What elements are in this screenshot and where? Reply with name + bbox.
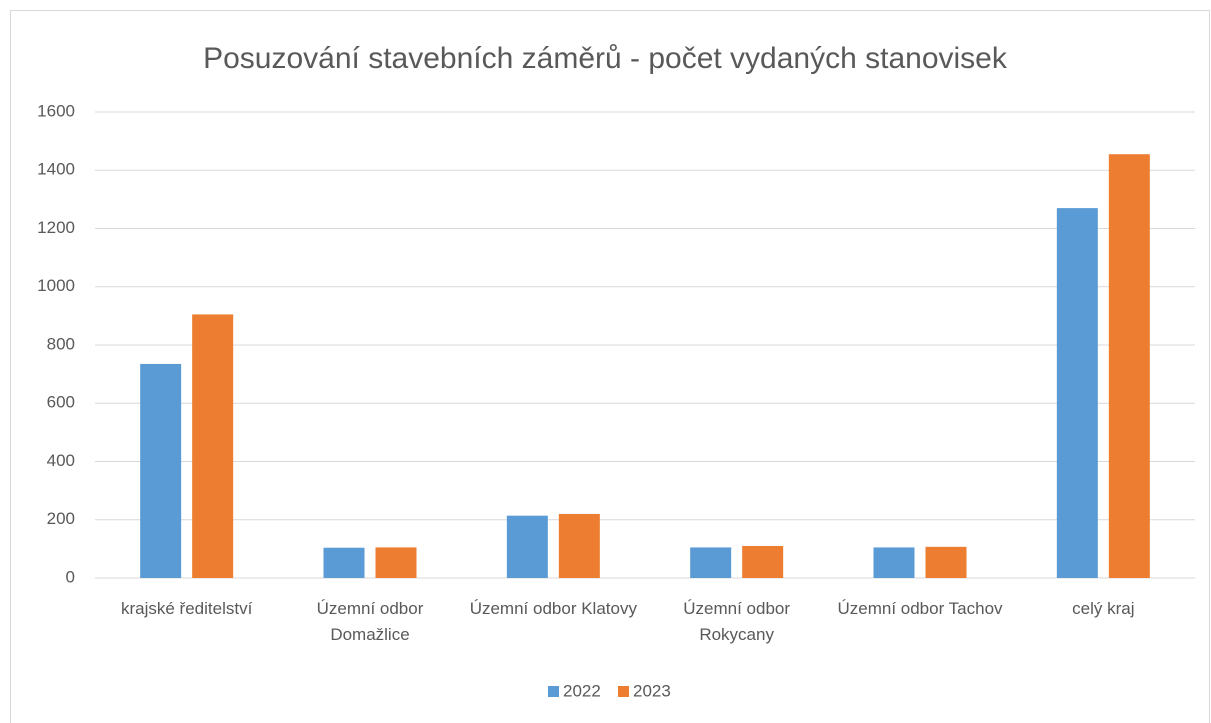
y-tick-label: 800 bbox=[47, 334, 75, 353]
y-tick-label: 1400 bbox=[37, 160, 75, 179]
legend-swatch bbox=[548, 686, 559, 697]
legend-label: 2023 bbox=[633, 681, 671, 700]
y-tick-label: 0 bbox=[66, 567, 75, 586]
bar bbox=[742, 545, 784, 578]
bar bbox=[1056, 208, 1098, 579]
y-tick-label: 200 bbox=[47, 509, 75, 528]
y-tick-label: 1200 bbox=[37, 218, 75, 237]
bar bbox=[506, 515, 548, 578]
x-tick-label: krajské ředitelství bbox=[120, 599, 253, 618]
bar bbox=[192, 314, 234, 578]
x-tick-label: celý kraj bbox=[1072, 599, 1135, 618]
bar bbox=[1108, 154, 1150, 578]
y-tick-label: 600 bbox=[47, 393, 75, 412]
y-tick-label: 1000 bbox=[37, 276, 75, 295]
bar bbox=[558, 513, 600, 578]
x-tick-label: Územní odbor Domažlice bbox=[316, 599, 424, 644]
legend-swatch bbox=[618, 686, 629, 697]
bar bbox=[323, 547, 365, 578]
x-tick-label: Územní odbor Klatovy bbox=[469, 599, 637, 618]
bar bbox=[690, 547, 732, 578]
x-tick-label: Územní odbor Tachov bbox=[837, 599, 1003, 618]
bar bbox=[375, 547, 417, 578]
bar bbox=[925, 546, 967, 578]
bar bbox=[873, 547, 915, 578]
bar bbox=[140, 363, 182, 578]
y-tick-label: 1600 bbox=[37, 101, 75, 120]
legend-label: 2022 bbox=[563, 681, 601, 700]
chart-title: Posuzování stavebních záměrů - počet vyd… bbox=[203, 42, 1008, 75]
x-tick-label: Územní odbor Rokycany bbox=[683, 599, 791, 644]
y-tick-label: 400 bbox=[47, 451, 75, 470]
